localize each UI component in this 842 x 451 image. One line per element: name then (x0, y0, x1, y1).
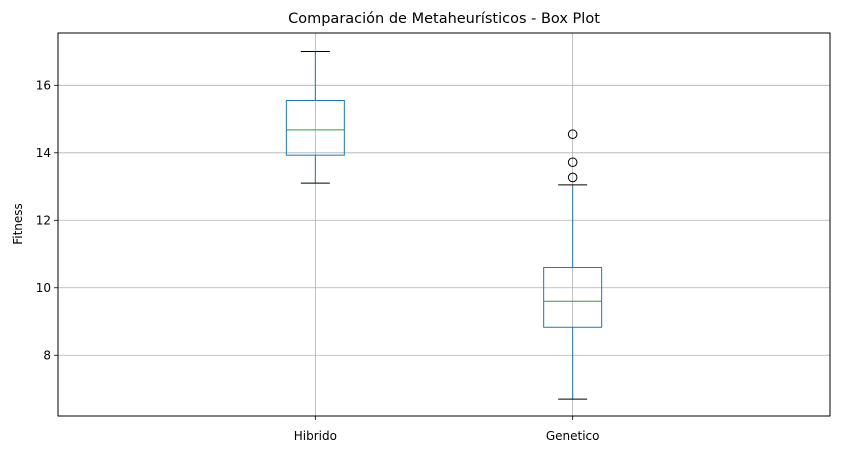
x-axis-ticks: Hibrido Genetico (294, 416, 600, 443)
y-axis-label: Fitness (11, 203, 25, 245)
outlier-point (567, 129, 578, 140)
plot-frame (57, 32, 831, 417)
iqr-box (543, 267, 603, 328)
y-tick-label: 16 (36, 78, 51, 92)
box-marks (285, 51, 603, 400)
y-tick-label: 10 (36, 281, 51, 295)
chart-title: Comparación de Metaheurísticos - Box Plo… (288, 11, 600, 27)
outlier-point (567, 172, 578, 183)
y-tick-label: 8 (43, 348, 51, 362)
y-tick-label: 12 (36, 213, 51, 227)
grid-lines (58, 33, 830, 416)
x-tick-label: Hibrido (294, 429, 337, 443)
iqr-box (285, 99, 345, 156)
y-axis-ticks: 8 10 12 14 16 (36, 78, 58, 362)
box-hibrido (285, 51, 345, 184)
y-tick-label: 14 (36, 146, 51, 160)
x-tick-label: Genetico (546, 429, 600, 443)
outlier-point (567, 157, 578, 168)
box-genetico (543, 129, 603, 400)
